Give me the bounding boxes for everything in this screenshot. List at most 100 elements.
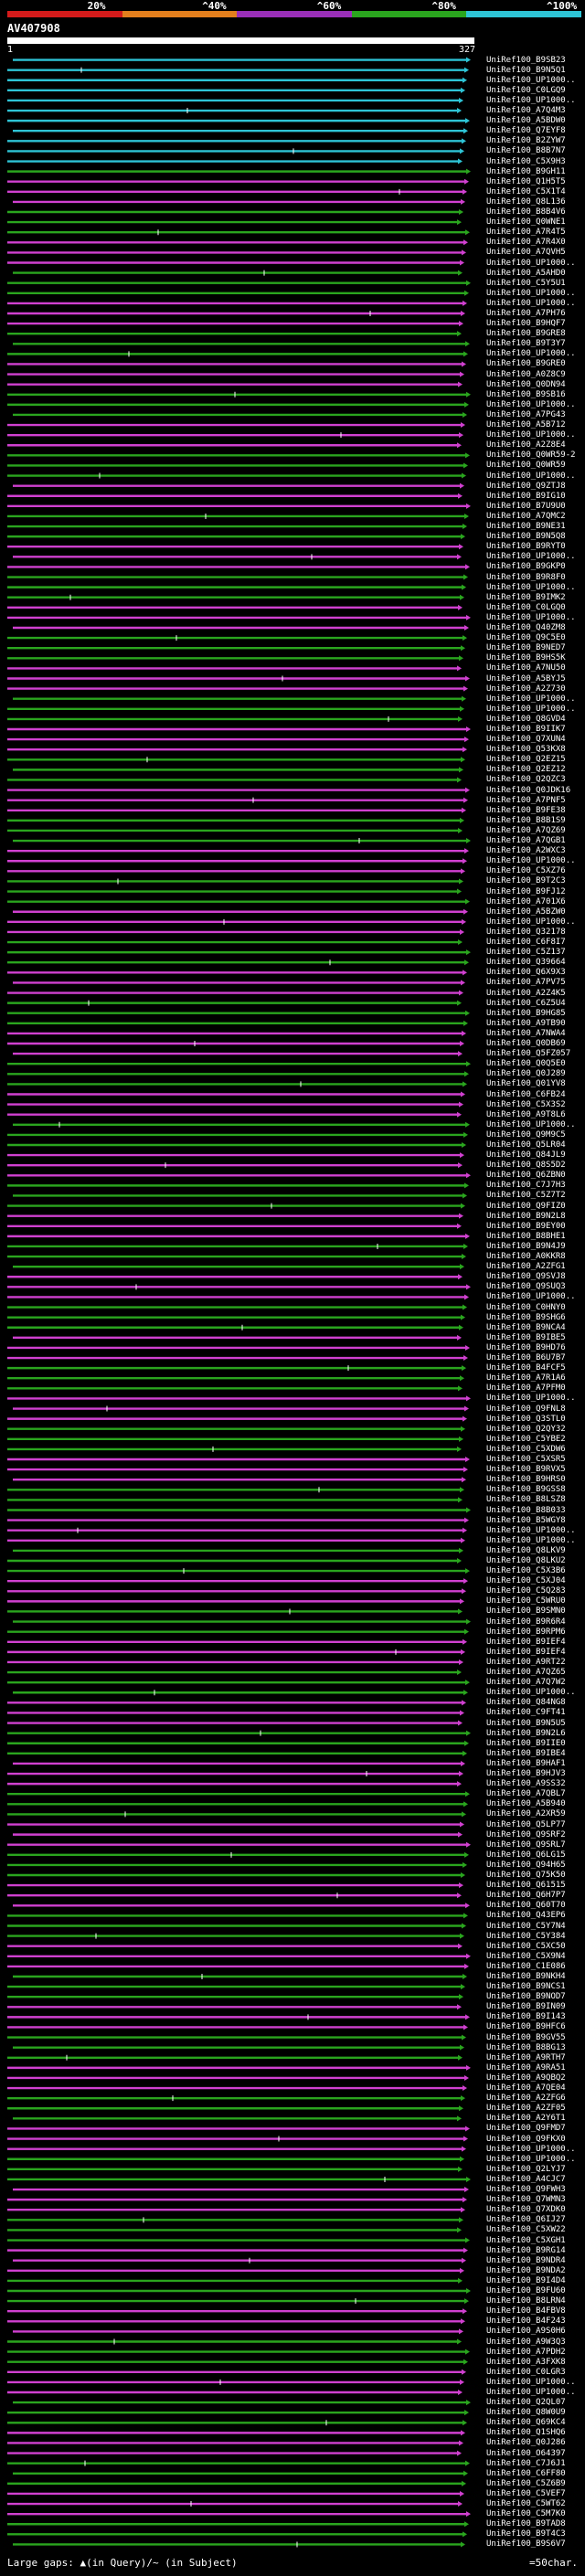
hit-label[interactable]: UniRef100_A7QGB1 — [486, 836, 566, 846]
hit-label[interactable]: UniRef100_A7PFM0 — [486, 1383, 566, 1394]
hit-label[interactable]: UniRef100_UP1000.. — [486, 2154, 576, 2164]
hit-label[interactable]: UniRef100_UP1000.. — [486, 704, 576, 714]
hit-label[interactable]: UniRef100_C6F8I7 — [486, 938, 566, 948]
hit-label[interactable]: UniRef100_Q84NG8 — [486, 1698, 566, 1708]
hit-label[interactable]: UniRef100_Q2QZC3 — [486, 775, 566, 785]
hit-label[interactable]: UniRef100_Q2EZ15 — [486, 755, 566, 765]
hit-label[interactable]: UniRef100_B9S6V7 — [486, 2539, 566, 2549]
hit-label[interactable]: UniRef100_A7QBL7 — [486, 1789, 566, 1799]
hit-label[interactable]: UniRef100_B9GRE8 — [486, 329, 566, 339]
hit-label[interactable]: UniRef100_UP1000.. — [486, 552, 576, 562]
hit-label[interactable]: UniRef100_A5BZW0 — [486, 906, 566, 917]
hit-label[interactable]: UniRef100_Q6IJ27 — [486, 2215, 566, 2225]
hit-label[interactable]: UniRef100_A9TB90 — [486, 1018, 566, 1028]
hit-label[interactable]: UniRef100_Q2QL07 — [486, 2398, 566, 2408]
hit-label[interactable]: UniRef100_B4FBV8 — [486, 2306, 566, 2316]
hit-label[interactable]: UniRef100_B8B033 — [486, 1505, 566, 1515]
hit-label[interactable]: UniRef100_B9NCA4 — [486, 1322, 566, 1332]
hit-label[interactable]: UniRef100_A9SS32 — [486, 1779, 566, 1789]
hit-label[interactable]: UniRef100_B9N2L6 — [486, 1728, 566, 1738]
hit-label[interactable]: UniRef100_Q2EZ12 — [486, 765, 566, 775]
hit-label[interactable]: UniRef100_Q9M9C5 — [486, 1129, 566, 1140]
hit-label[interactable]: UniRef100_C5Q283 — [486, 1586, 566, 1596]
hit-label[interactable]: UniRef100_UP1000.. — [486, 612, 576, 622]
hit-label[interactable]: UniRef100_Q9ZTJ8 — [486, 481, 566, 491]
hit-label[interactable]: UniRef100_A7Q4M3 — [486, 106, 566, 116]
hit-label[interactable]: UniRef100_Q84JL9 — [486, 1150, 566, 1161]
hit-label[interactable]: UniRef100_B9NDA2 — [486, 2265, 566, 2275]
hit-label[interactable]: UniRef100_Q0WNE1 — [486, 217, 566, 228]
hit-label[interactable]: UniRef100_UP1000.. — [486, 1535, 576, 1545]
hit-label[interactable]: UniRef100_A7PDH2 — [486, 2347, 566, 2357]
hit-label[interactable]: UniRef100_B9N5Q8 — [486, 532, 566, 542]
hit-label[interactable]: UniRef100_B9IEF4 — [486, 1647, 566, 1657]
hit-label[interactable]: UniRef100_C9FT41 — [486, 1708, 566, 1718]
hit-label[interactable]: UniRef100_B9EY00 — [486, 1221, 566, 1231]
hit-label[interactable]: UniRef100_Q8L136 — [486, 196, 566, 207]
hit-label[interactable]: UniRef100_A9T8L6 — [486, 1109, 566, 1119]
hit-label[interactable]: UniRef100_Q43EP6 — [486, 1911, 566, 1921]
hit-label[interactable]: UniRef100_B9HFC6 — [486, 2022, 566, 2032]
hit-label[interactable]: UniRef100_A9W3Q3 — [486, 2337, 566, 2347]
hit-label[interactable]: UniRef100_A0KKR8 — [486, 1252, 566, 1262]
hit-label[interactable]: UniRef100_B8LSZ8 — [486, 1495, 566, 1505]
hit-label[interactable]: UniRef100_B9T3Y7 — [486, 339, 566, 349]
hit-label[interactable]: UniRef100_B9HRS0 — [486, 1475, 566, 1485]
hit-label[interactable]: UniRef100_C5X9N4 — [486, 1951, 566, 1961]
hit-label[interactable]: UniRef100_UP1000.. — [486, 1525, 576, 1535]
hit-label[interactable]: UniRef100_A2Y6T1 — [486, 2114, 566, 2124]
hit-label[interactable]: UniRef100_C0LGQ0 — [486, 602, 566, 612]
hit-label[interactable]: UniRef100_B5WGY8 — [486, 1515, 566, 1525]
hit-label[interactable]: UniRef100_UP1000.. — [486, 2377, 576, 2387]
hit-label[interactable]: UniRef100_Q32178 — [486, 927, 566, 937]
hit-label[interactable]: UniRef100_C5X9H3 — [486, 156, 566, 166]
hit-label[interactable]: UniRef100_A7PH76 — [486, 308, 566, 318]
hit-label[interactable]: UniRef100_UP1000.. — [486, 2387, 576, 2397]
hit-label[interactable]: UniRef100_Q3STL0 — [486, 1414, 566, 1424]
hit-label[interactable]: UniRef100_Q40ZM8 — [486, 623, 566, 632]
hit-label[interactable]: UniRef100_A2Z8E4 — [486, 440, 566, 451]
hit-label[interactable]: UniRef100_C5Z137 — [486, 948, 566, 958]
hit-label[interactable]: UniRef100_A3FXK8 — [486, 2357, 566, 2367]
hit-label[interactable]: UniRef100_Q7EYF8 — [486, 126, 566, 136]
hit-label[interactable]: UniRef100_B8LRN4 — [486, 2296, 566, 2306]
hit-label[interactable]: UniRef100_C0HNY0 — [486, 1302, 566, 1312]
hit-label[interactable]: UniRef100_A7QZ65 — [486, 1668, 566, 1678]
hit-label[interactable]: UniRef100_B9IIE0 — [486, 1738, 566, 1748]
hit-label[interactable]: UniRef100_Q8LKU2 — [486, 1555, 566, 1565]
hit-label[interactable]: UniRef100_B9N4J9 — [486, 1241, 566, 1251]
hit-label[interactable]: UniRef100_A2ZFG1 — [486, 1262, 566, 1272]
hit-label[interactable]: UniRef100_UP1000.. — [486, 694, 576, 704]
hit-label[interactable]: UniRef100_B9GKP0 — [486, 562, 566, 572]
hit-label[interactable]: UniRef100_A7NWA4 — [486, 1028, 566, 1038]
hit-label[interactable]: UniRef100_Q9SVJ8 — [486, 1272, 566, 1282]
hit-label[interactable]: UniRef100_C5XZ76 — [486, 866, 566, 876]
hit-label[interactable]: UniRef100_A9RA51 — [486, 2062, 566, 2072]
hit-label[interactable]: UniRef100_B9NDR4 — [486, 2255, 566, 2265]
hit-label[interactable]: UniRef100_B9T2C3 — [486, 876, 566, 886]
hit-label[interactable]: UniRef100_B9N5U5 — [486, 1718, 566, 1728]
hit-label[interactable]: UniRef100_Q8LKV9 — [486, 1545, 566, 1555]
hit-label[interactable]: UniRef100_Q0WR59 — [486, 461, 566, 471]
hit-label[interactable]: UniRef100_Q75K50 — [486, 1871, 566, 1880]
hit-label[interactable]: UniRef100_B9FU60 — [486, 2286, 566, 2295]
hit-label[interactable]: UniRef100_B9HD76 — [486, 1342, 566, 1352]
hit-label[interactable]: UniRef100_UP1000.. — [486, 75, 576, 85]
hit-label[interactable]: UniRef100_B8BHE1 — [486, 1231, 566, 1241]
hit-label[interactable]: UniRef100_A5B712 — [486, 420, 566, 430]
hit-label[interactable]: UniRef100_Q6X9X3 — [486, 968, 566, 978]
hit-label[interactable]: UniRef100_B9RVX5 — [486, 1465, 566, 1475]
hit-label[interactable]: UniRef100_B9GRE0 — [486, 359, 566, 369]
hit-label[interactable]: UniRef100_UP1000.. — [486, 1394, 576, 1404]
hit-label[interactable]: UniRef100_UP1000.. — [486, 430, 576, 440]
hit-label[interactable]: UniRef100_Q9SUQ3 — [486, 1282, 566, 1292]
hit-label[interactable]: UniRef100_Q8W0U9 — [486, 2408, 566, 2418]
hit-label[interactable]: UniRef100_Q5LR04 — [486, 1140, 566, 1150]
hit-label[interactable]: UniRef100_C7J7H3 — [486, 1181, 566, 1191]
hit-label[interactable]: UniRef100_UP1000.. — [486, 95, 576, 105]
hit-label[interactable]: UniRef100_A4CJC7 — [486, 2174, 566, 2184]
hit-label[interactable]: UniRef100_A5BYJ5 — [486, 673, 566, 684]
hit-label[interactable]: UniRef100_Q0DN94 — [486, 379, 566, 389]
hit-label[interactable]: UniRef100_B9HAF1 — [486, 1758, 566, 1768]
hit-label[interactable]: UniRef100_Q0J286 — [486, 2438, 566, 2448]
